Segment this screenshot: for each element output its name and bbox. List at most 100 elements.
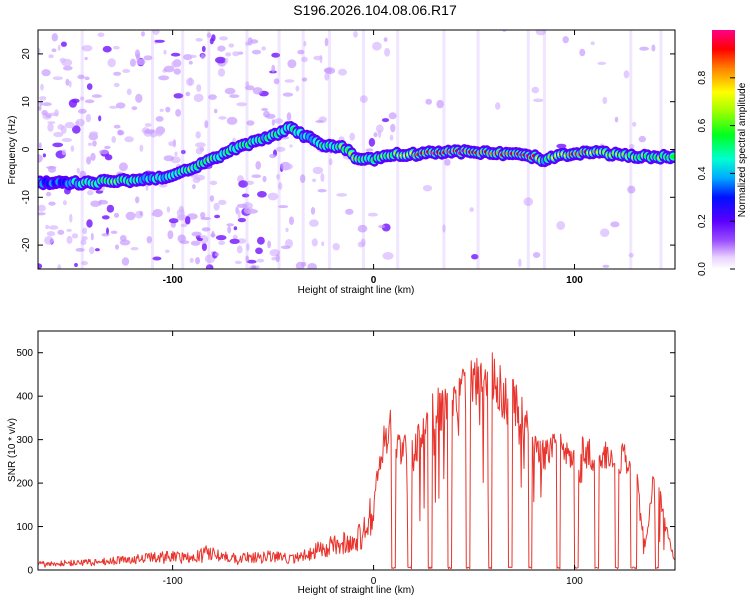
noise-blob [191,231,202,237]
noise-blob [61,149,67,156]
noise-blob [285,227,289,233]
noise-blob [248,264,258,269]
noise-blob [84,99,95,104]
noise-blob [113,45,120,50]
noise-blob [233,226,238,231]
noise-blob [195,142,206,148]
spectral-streak [80,30,84,269]
noise-blob [38,212,46,216]
noise-blob [118,162,128,172]
noise-blob [262,175,267,183]
noise-blob [201,243,207,251]
noise-blob [136,53,141,61]
noise-blob [217,68,226,77]
noise-blob [372,41,382,51]
noise-blob [310,207,316,215]
noise-blob [66,235,73,244]
noise-blob [275,146,286,152]
noise-blob [80,96,85,101]
noise-blob [246,259,257,264]
noise-blob [227,225,232,234]
noise-blob [388,112,397,120]
noise-blob [196,237,203,242]
noise-blob [165,249,170,253]
noise-blob [245,255,249,263]
noise-blob [246,120,255,126]
noise-blob [46,231,56,237]
noise-blob [224,87,236,95]
noise-blob [281,245,291,250]
noise-blob [389,134,394,141]
noise-blob [600,228,610,237]
noise-blob [185,216,191,225]
noise-blob [104,154,113,161]
noise-blob [38,48,41,54]
noise-blob [533,98,544,103]
noise-blob [261,46,267,51]
noise-blob [442,224,446,233]
y-tick-label: 0 [21,146,32,152]
noise-blob [324,37,329,47]
noise-blob [232,234,238,240]
noise-blob [381,118,390,123]
noise-blob [367,212,378,217]
noise-blob [317,189,327,193]
noise-blob [38,142,42,150]
noise-blob [48,166,56,173]
noise-blob [57,44,61,51]
noise-blob [90,200,101,207]
noise-blob [471,254,479,260]
noise-blob [152,256,162,261]
noise-blob [41,110,48,116]
noise-blob [144,123,152,127]
noise-blob [199,235,209,244]
noise-blob [257,236,265,245]
noise-blob [45,224,50,230]
noise-blob [218,199,227,206]
noise-blob [130,58,136,67]
noise-blob [151,212,156,216]
noise-blob [44,236,54,245]
noise-blob [185,91,191,97]
noise-blob [52,142,64,148]
noise-blob [579,48,586,57]
page-title: S196.2026.104.08.06.R17 [293,2,457,18]
noise-blob [213,202,220,211]
y-tick-label: 20 [21,48,32,60]
noise-blob [297,49,305,55]
noise-blob [94,248,100,252]
noise-blob [48,201,56,206]
noise-blob [295,85,300,92]
noise-blob [332,243,340,251]
noise-blob [65,78,70,86]
noise-blob [81,45,93,52]
noise-blob [237,217,246,223]
x-tick-label: -100 [163,275,183,286]
noise-blob [101,215,110,220]
noise-blob [178,214,184,221]
noise-blob [201,227,211,232]
noise-blob [167,230,174,240]
noise-blob [89,246,95,255]
noise-blob [130,247,139,251]
noise-blob [121,257,130,266]
noise-blob [163,155,174,162]
noise-blob [215,235,227,241]
noise-blob [610,221,620,228]
noise-blob [245,81,250,87]
spectral-streak [277,30,281,269]
noise-blob [113,82,120,88]
noise-blob [75,120,80,126]
noise-blob [98,199,108,205]
noise-blob [261,107,268,112]
noise-blob [336,193,348,197]
noise-blob [425,98,433,105]
noise-blob [368,137,376,147]
noise-blob [188,54,197,59]
noise-blob [639,46,649,51]
noise-blob [146,236,152,244]
noise-blob [200,212,206,219]
noise-blob [57,229,65,235]
noise-blob [68,80,72,88]
